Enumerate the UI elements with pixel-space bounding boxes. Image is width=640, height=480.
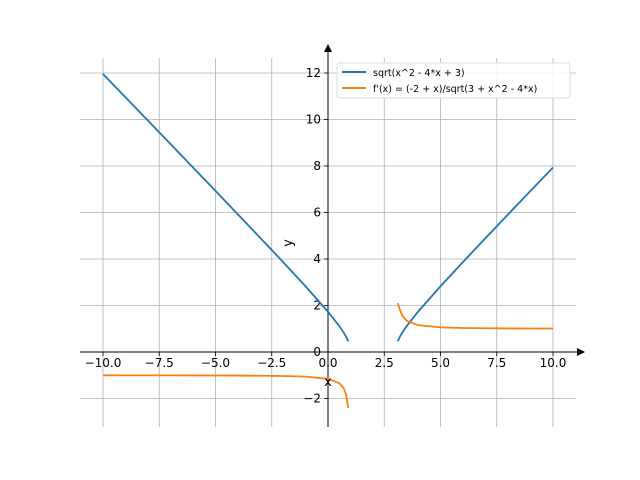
legend-box [336, 62, 571, 99]
x-axis-label: x [324, 375, 332, 390]
y-tick-label: 8 [313, 159, 321, 173]
x-tick-label: 2.5 [375, 356, 394, 370]
y-axis-label: y [281, 239, 296, 247]
x-tick-label: 7.5 [487, 356, 506, 370]
x-axis-arrow [577, 348, 585, 356]
x-tick-label: 10.0 [540, 356, 567, 370]
x-tick-label: −10.0 [85, 356, 122, 370]
series-line-1 [396, 302, 554, 330]
y-axis-arrow [324, 44, 332, 52]
legend: sqrt(x^2 - 4*x + 3) f'(x) = (-2 + x)/sqr… [336, 62, 571, 99]
x-tick-label: 0.0 [318, 356, 337, 370]
series-line-0 [102, 73, 350, 342]
legend-label-0: sqrt(x^2 - 4*x + 3) [373, 68, 465, 79]
y-tick-label: −2 [303, 392, 321, 406]
x-tick-label: −2.5 [257, 356, 286, 370]
y-tick-label: 0 [313, 345, 321, 359]
legend-label-1: f'(x) = (-2 + x)/sqrt(3 + x^2 - 4*x) [373, 84, 537, 95]
x-tick-label: −7.5 [145, 356, 174, 370]
y-tick-label: 2 [313, 299, 321, 313]
series-line-1 [102, 374, 350, 408]
series-line-0 [396, 166, 554, 342]
y-tick-label: 12 [306, 66, 321, 80]
y-tick-label: 10 [306, 113, 321, 127]
y-tick-label: 6 [313, 206, 321, 220]
x-tick-label: 5.0 [431, 356, 450, 370]
x-tick-label: −5.0 [201, 356, 230, 370]
ticks: −10.0 −7.5 −5.0 −2.5 0.0 2.5 5.0 7.5 10.0 −2 0 2 4 6 8… [85, 66, 567, 406]
y-tick-label: 4 [313, 252, 321, 266]
series-lines [102, 73, 554, 408]
